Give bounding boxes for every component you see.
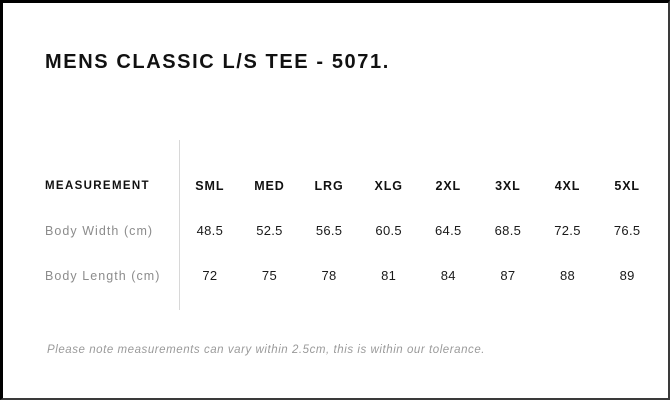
cell-body-width-3xl: 68.5 (494, 223, 522, 238)
cell-body-width-5xl: 76.5 (613, 223, 641, 238)
column-header-size-2xl: 2XL (435, 178, 462, 193)
size-chart-table: MEASUREMENT SML MED LRG XLG 2XL 3XL 4XL … (45, 163, 657, 298)
table-column-divider (179, 140, 180, 310)
table-row: Body Length (cm) 72 75 78 81 84 87 88 89 (45, 253, 657, 298)
cell-body-width-4xl: 72.5 (554, 223, 581, 238)
cell-body-width-lrg: 56.5 (315, 223, 343, 238)
table-header-row: MEASUREMENT SML MED LRG XLG 2XL 3XL 4XL … (45, 163, 657, 208)
column-header-size-med: MED (254, 178, 285, 193)
column-header-size-5xl: 5XL (614, 178, 640, 193)
cell-body-length-5xl: 89 (619, 268, 635, 283)
table-row: Body Width (cm) 48.5 52.5 56.5 60.5 64.5… (45, 208, 657, 253)
cell-body-length-4xl: 88 (559, 268, 576, 283)
column-header-size-xlg: XLG (374, 178, 403, 193)
column-header-measurement: MEASUREMENT (45, 179, 150, 192)
column-header-size-lrg: LRG (314, 178, 344, 193)
measurement-tolerance-note: Please note measurements can vary within… (47, 344, 486, 356)
cell-body-length-sml: 72 (202, 268, 218, 283)
cell-body-length-lrg: 78 (321, 268, 337, 283)
cell-body-width-sml: 48.5 (196, 223, 224, 238)
cell-body-length-xlg: 81 (381, 268, 397, 283)
cell-body-width-med: 52.5 (256, 223, 283, 238)
row-label-body-length: Body Length (cm) (45, 268, 161, 283)
cell-body-length-3xl: 87 (500, 268, 516, 283)
row-label-body-width: Body Width (cm) (45, 223, 154, 238)
column-header-size-3xl: 3XL (495, 178, 521, 193)
cell-body-length-2xl: 84 (440, 268, 456, 283)
cell-body-width-2xl: 64.5 (435, 223, 462, 238)
page-title: MENS CLASSIC L/S TEE - 5071. (45, 51, 390, 73)
cell-body-length-med: 75 (261, 268, 277, 283)
cell-body-width-xlg: 60.5 (375, 223, 402, 238)
column-header-size-sml: SML (195, 178, 225, 193)
column-header-size-4xl: 4XL (554, 178, 581, 193)
